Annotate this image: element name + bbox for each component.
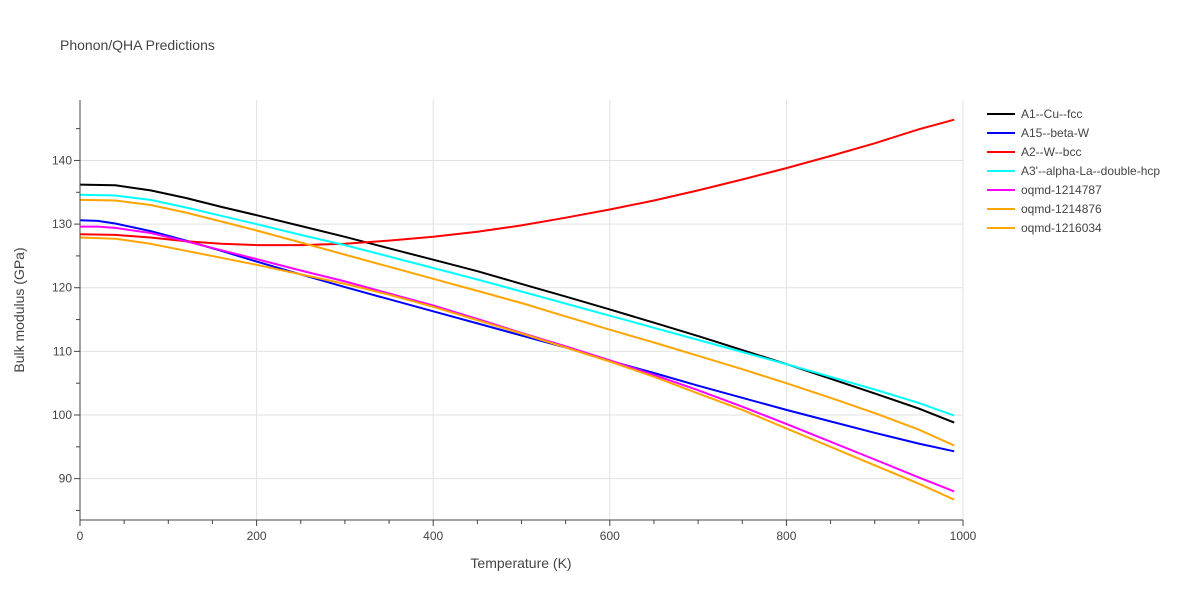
series-line-oqmd-1214787[interactable]	[80, 225, 955, 493]
legend-label: A2--W--bcc	[1021, 145, 1081, 159]
plot-area	[79, 118, 955, 501]
x-tick-label: 200	[247, 529, 267, 543]
y-tick-label: 120	[52, 281, 72, 295]
legend-label: A1--Cu--fcc	[1021, 107, 1082, 121]
y-tick-label: 110	[53, 344, 72, 358]
x-axis-title: Temperature (K)	[470, 555, 571, 571]
x-tick-label: 800	[776, 529, 796, 543]
x-tick-label: 1000	[950, 529, 977, 543]
legend-label: oqmd-1214876	[1021, 202, 1102, 216]
tick-labels: 0 200 400 600 800 1000 90 100 110 120 130 140	[52, 153, 977, 543]
chart-title: Phonon/QHA Predictions	[60, 37, 215, 53]
legend-label: A3'--alpha-La--double-hcp	[1021, 164, 1160, 178]
y-tick-label: 140	[52, 153, 72, 167]
legend-item[interactable]: oqmd-1216034	[987, 221, 1102, 235]
series-line-oqmd-1214876[interactable]	[79, 236, 955, 501]
y-tick-label: 130	[52, 217, 72, 231]
legend-item[interactable]: A15--beta-W	[987, 126, 1090, 140]
x-tick-label: 0	[77, 529, 84, 543]
legend-item[interactable]: A3'--alpha-La--double-hcp	[987, 164, 1160, 178]
legend-item[interactable]: A2--W--bcc	[987, 145, 1081, 159]
y-tick-label: 90	[59, 472, 73, 486]
x-tick-label: 600	[600, 529, 620, 543]
grid-lines	[80, 100, 964, 520]
series-line-A2--W--bcc[interactable]	[79, 118, 955, 247]
x-tick-label: 400	[423, 529, 443, 543]
series-line-A1--Cu--fcc[interactable]	[79, 183, 955, 424]
legend-item[interactable]: oqmd-1214876	[987, 202, 1102, 216]
legend-label: oqmd-1214787	[1021, 183, 1102, 197]
y-tick-label: 100	[52, 408, 72, 422]
legend-item[interactable]: oqmd-1214787	[987, 183, 1102, 197]
series-line-oqmd-1216034[interactable]	[79, 198, 955, 447]
legend-item[interactable]: A1--Cu--fcc	[987, 107, 1082, 121]
legend-label: A15--beta-W	[1021, 126, 1090, 140]
legend[interactable]: A1--Cu--fcc A15--beta-W A2--W--bcc A3'--alp…	[987, 107, 1160, 235]
legend-label: oqmd-1216034	[1021, 221, 1102, 235]
series-line-A15--beta-W[interactable]	[79, 219, 955, 453]
y-axis-title: Bulk modulus (GPa)	[11, 247, 27, 372]
series-line-A3'--alpha-La--double-hcp[interactable]	[79, 193, 955, 417]
axes	[74, 100, 964, 526]
